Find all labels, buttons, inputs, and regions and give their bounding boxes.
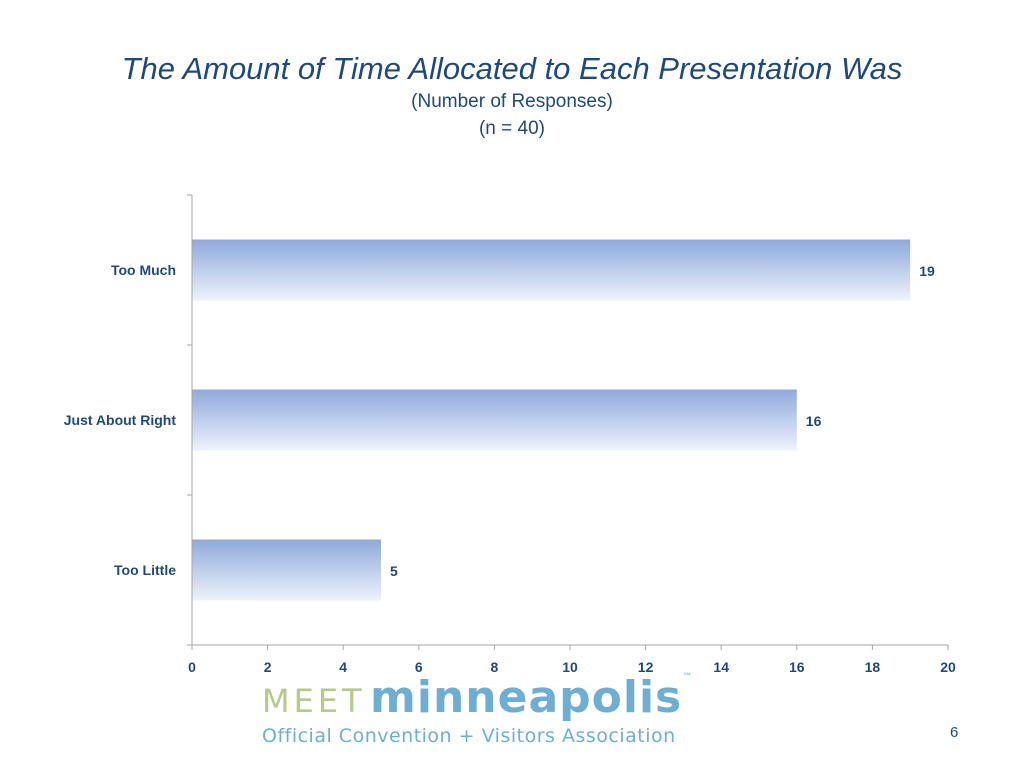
logo-tagline: Official Convention + Visitors Associati… xyxy=(262,725,676,747)
logo-city-text: minneapolis xyxy=(370,672,683,723)
x-tick-label: 8 xyxy=(491,659,499,675)
category-label: Just About Right xyxy=(64,412,177,428)
logo-meet-text: MEET xyxy=(262,682,366,720)
bar-too-little xyxy=(192,539,381,601)
bar-too-much xyxy=(192,239,911,301)
x-tick-label: 2 xyxy=(264,659,272,675)
chart-sample-size: (n = 40) xyxy=(478,118,545,139)
x-tick-label: 16 xyxy=(789,659,805,675)
logo-trademark: ™ xyxy=(682,672,693,683)
data-label: 19 xyxy=(919,263,935,279)
x-tick-label: 18 xyxy=(865,659,881,675)
x-tick-label: 0 xyxy=(188,659,196,675)
x-tick-label: 14 xyxy=(713,659,729,675)
data-label: 5 xyxy=(390,563,398,579)
category-label: Too Much xyxy=(111,262,176,278)
title-block: The Amount of Time Allocated to Each Pre… xyxy=(0,50,1024,142)
x-tick-label: 10 xyxy=(562,659,578,675)
bar-just-about-right xyxy=(192,389,797,451)
page-number: 6 xyxy=(950,724,959,741)
x-tick-label: 4 xyxy=(339,659,347,675)
x-tick-label: 12 xyxy=(638,659,654,675)
meet-minneapolis-logo: MEET minneapolis™ Official Convention + … xyxy=(262,672,742,747)
chart-title: The Amount of Time Allocated to Each Pre… xyxy=(121,51,903,86)
chart-subtitle: (Number of Responses) xyxy=(411,91,613,112)
data-label: 16 xyxy=(806,413,822,429)
x-tick-label: 6 xyxy=(415,659,423,675)
x-tick-label: 20 xyxy=(940,659,956,675)
category-label: Too Little xyxy=(114,562,176,578)
